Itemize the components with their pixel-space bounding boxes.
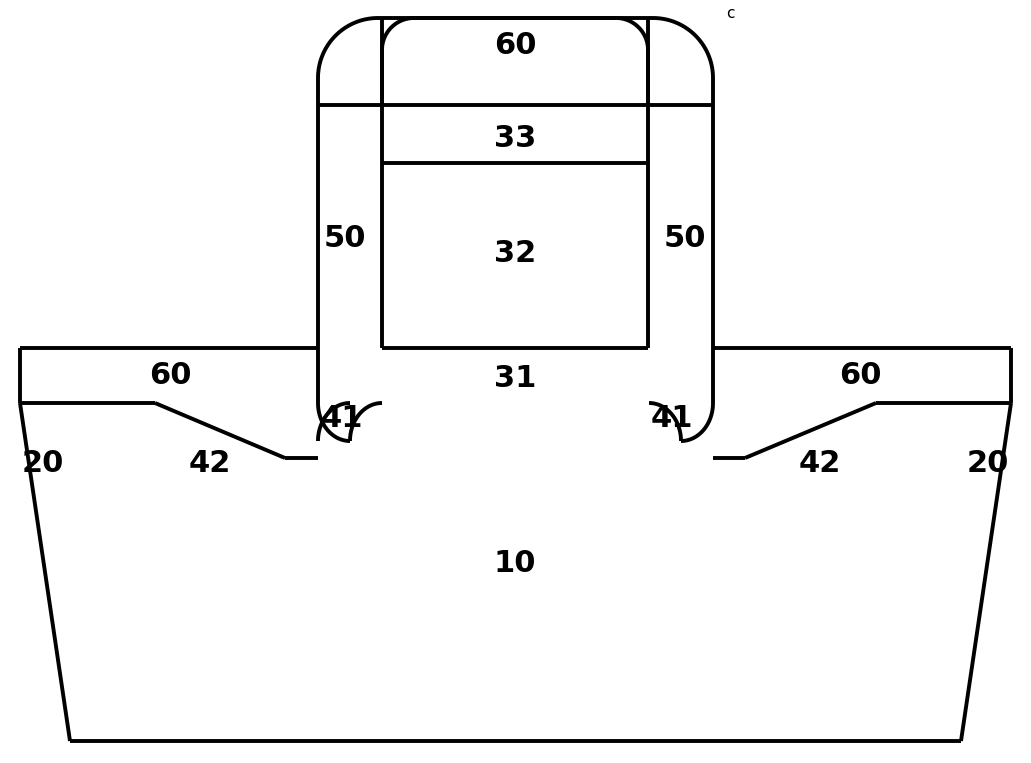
- Text: 50: 50: [324, 224, 366, 253]
- Text: 41: 41: [321, 404, 363, 433]
- Text: 10: 10: [494, 549, 536, 578]
- Text: 60: 60: [839, 360, 882, 389]
- Text: 60: 60: [494, 31, 536, 60]
- Text: 31: 31: [494, 363, 536, 392]
- Text: 42: 42: [189, 449, 231, 478]
- Text: 50: 50: [664, 224, 706, 253]
- Text: 20: 20: [967, 449, 1009, 478]
- Text: 20: 20: [22, 449, 64, 478]
- Text: c: c: [726, 5, 734, 21]
- Text: 41: 41: [651, 404, 693, 433]
- Text: 60: 60: [148, 360, 191, 389]
- Text: 32: 32: [494, 239, 536, 268]
- Text: 42: 42: [799, 449, 841, 478]
- Text: 33: 33: [494, 124, 536, 153]
